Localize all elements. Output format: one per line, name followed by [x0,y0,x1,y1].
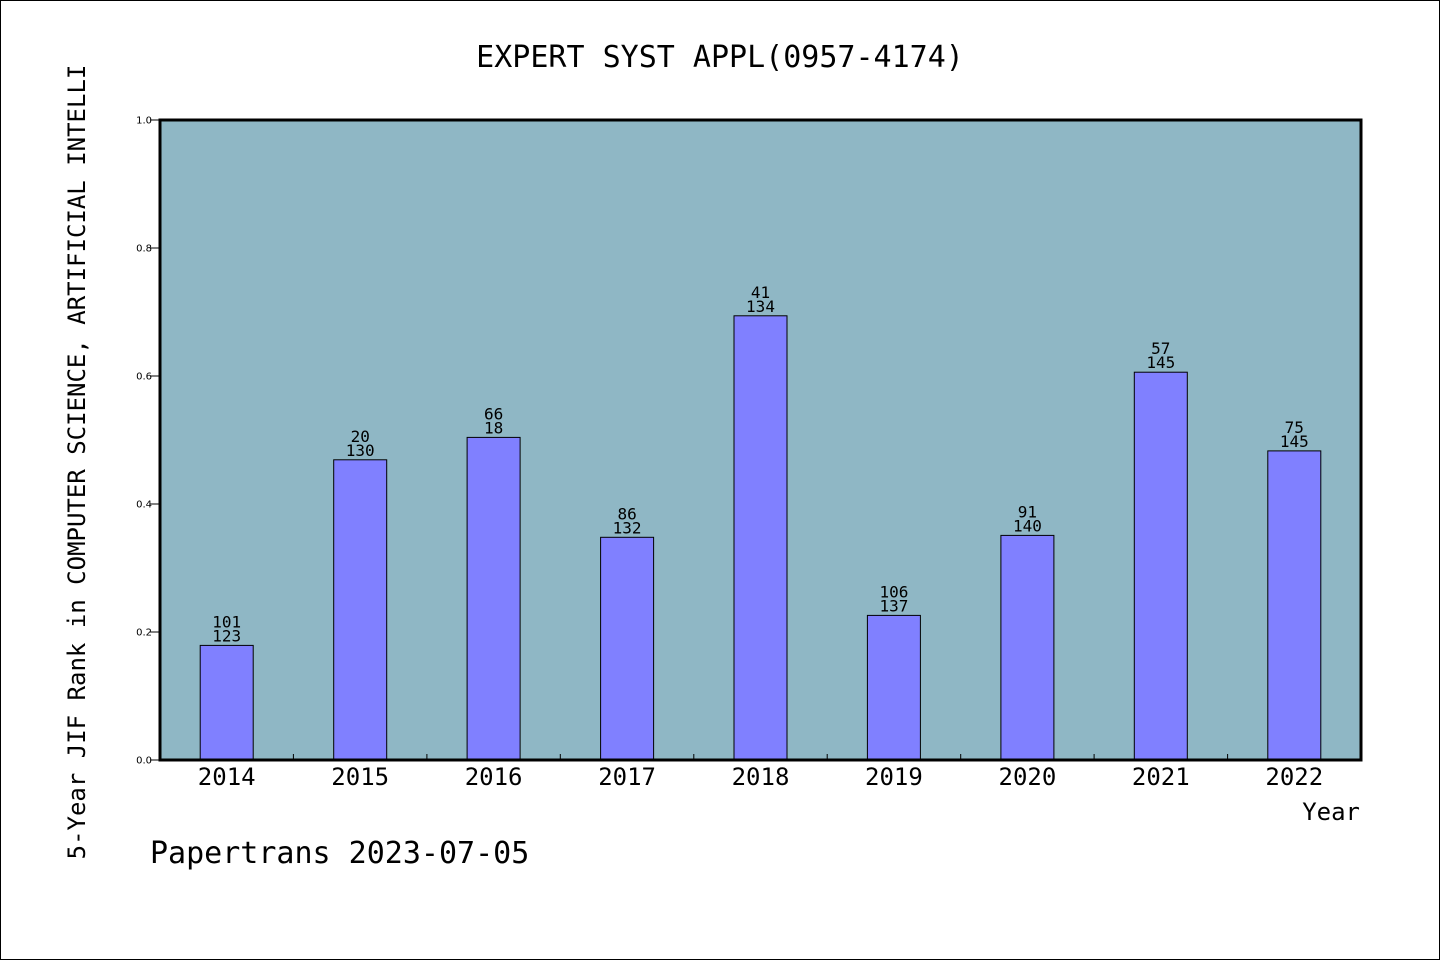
bar-2016 [466,436,521,761]
y-tick-label-0: 0.0 [136,756,152,767]
bar-rank-label-2014: 101 [212,612,241,631]
bar-total-label-2019: 137 [879,596,908,615]
bar-rank-label-2022: 75 [1285,418,1304,437]
plot-border [158,118,1363,762]
y-tick-label-4: 0.8 [136,244,152,255]
bar-2020 [1000,534,1055,761]
x-tick-label-2017: 2017 [598,763,656,791]
bar-total-label-2017: 132 [613,518,642,537]
bar-2015 [333,459,388,761]
x-tick-label-2015: 2015 [331,763,389,791]
bar-total-label-2015: 130 [346,441,375,460]
bar-total-label-2014: 123 [212,626,241,645]
bars-layer [199,315,1322,761]
bar-2019 [866,614,921,761]
y-tick-label-3: 0.6 [136,372,152,383]
x-tick-label-2022: 2022 [1265,763,1323,791]
x-tick-label-2020: 2020 [999,763,1057,791]
bar-rank-label-2021: 57 [1151,339,1170,358]
bar-total-label-2022: 145 [1280,432,1309,451]
bar-total-label-2018: 134 [746,297,775,316]
bar-rank-label-2016: 66 [484,404,503,423]
chart-title: EXPERT SYST APPL(0957-4174) [476,40,964,75]
x-tick-label-2016: 2016 [465,763,523,791]
bar-rank-label-2020: 91 [1018,502,1037,521]
bar-total-label-2020: 140 [1013,516,1042,535]
y-tick-label-2: 0.4 [136,500,152,511]
y-tick-label-5: 1.0 [136,116,152,127]
x-tick-label-2021: 2021 [1132,763,1190,791]
bar-2017 [600,536,655,761]
y-axis-title: 5-Year JIF Rank in COMPUTER SCIENCE, ART… [63,65,91,860]
bar-rank-label-2015: 20 [351,427,370,446]
bar-total-label-2021: 145 [1146,353,1175,372]
bar-2021 [1133,371,1188,761]
bar-rank-label-2017: 86 [617,504,636,523]
y-tick-label-1: 0.2 [136,628,152,639]
bar-2018 [733,315,788,761]
bar-labels-layer: 1011232013066188613241134106137911405714… [212,283,1309,646]
x-axis-title: Year [1302,798,1360,826]
bar-total-label-2016: 18 [484,418,503,437]
footer-text: Papertrans 2023-07-05 [150,836,529,871]
bar-rank-label-2019: 106 [879,582,908,601]
x-tick-label-2019: 2019 [865,763,923,791]
x-axis: 2014 2015 2016 2017 2018 2019 2020 2021 2022 [198,754,1323,791]
bar-2022 [1267,450,1322,761]
y-axis: 0.0 0.2 0.4 0.6 0.8 1.0 [136,116,160,767]
x-tick-label-2014: 2014 [198,763,256,791]
bar-2014 [199,644,254,761]
bar-rank-label-2018: 41 [751,283,770,302]
x-tick-label-2018: 2018 [732,763,790,791]
